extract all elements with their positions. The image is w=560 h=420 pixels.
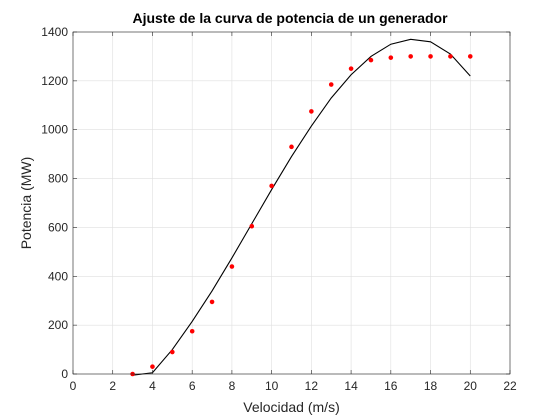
x-tick-label: 20 [464, 379, 478, 393]
chart-title: Ajuste de la curva de potencia de un gen… [132, 10, 448, 26]
x-tick-label: 16 [384, 379, 398, 393]
y-tick-label: 1400 [41, 25, 68, 39]
data-marker [150, 364, 155, 369]
y-tick-label: 600 [48, 220, 68, 234]
y-tick-label: 400 [48, 269, 68, 283]
y-tick-label: 800 [48, 172, 68, 186]
x-tick-label: 14 [344, 379, 358, 393]
x-tick-label: 18 [424, 379, 438, 393]
x-tick-marks [72, 32, 511, 374]
y-tick-marks [73, 31, 510, 375]
data-marker [368, 57, 374, 63]
y-tick-label: 200 [48, 318, 68, 332]
y-tick-labels: 0 200 400 600 800 1000 1200 1400 [41, 25, 68, 381]
data-marker [170, 349, 175, 355]
data-markers [130, 54, 473, 377]
x-tick-label: 0 [70, 379, 77, 393]
data-marker [189, 328, 195, 334]
x-tick-label: 2 [109, 379, 116, 393]
y-tick-label: 0 [61, 367, 68, 381]
data-marker [289, 144, 294, 150]
y-axis-label: Potencia (MW) [18, 157, 34, 250]
fitted-curve [132, 38, 471, 376]
axes-background [73, 32, 510, 374]
y-tick-label: 1000 [41, 123, 68, 137]
x-tick-label: 10 [265, 379, 279, 393]
data-marker [328, 82, 334, 87]
x-tick-label: 8 [229, 379, 236, 393]
x-tick-labels: 0 2 4 6 8 10 12 14 16 18 20 22 [70, 379, 517, 393]
y-tick-label: 1200 [41, 74, 68, 88]
data-marker [269, 183, 274, 189]
x-tick-label: 4 [149, 379, 156, 393]
data-marker [388, 55, 394, 60]
data-marker [467, 54, 473, 59]
data-marker [428, 54, 433, 59]
data-marker [229, 264, 235, 269]
data-marker [309, 109, 314, 114]
x-tick-label: 6 [189, 379, 196, 393]
data-marker [348, 66, 354, 71]
x-tick-label: 22 [503, 379, 517, 393]
data-marker [209, 299, 215, 305]
axes-box [72, 31, 511, 375]
x-axis-label: Velocidad (m/s) [243, 399, 339, 415]
data-marker [448, 54, 453, 59]
data-marker [249, 223, 255, 229]
x-tick-label: 12 [305, 379, 319, 393]
fitted-curve-line [132, 38, 471, 376]
data-marker [408, 54, 413, 59]
